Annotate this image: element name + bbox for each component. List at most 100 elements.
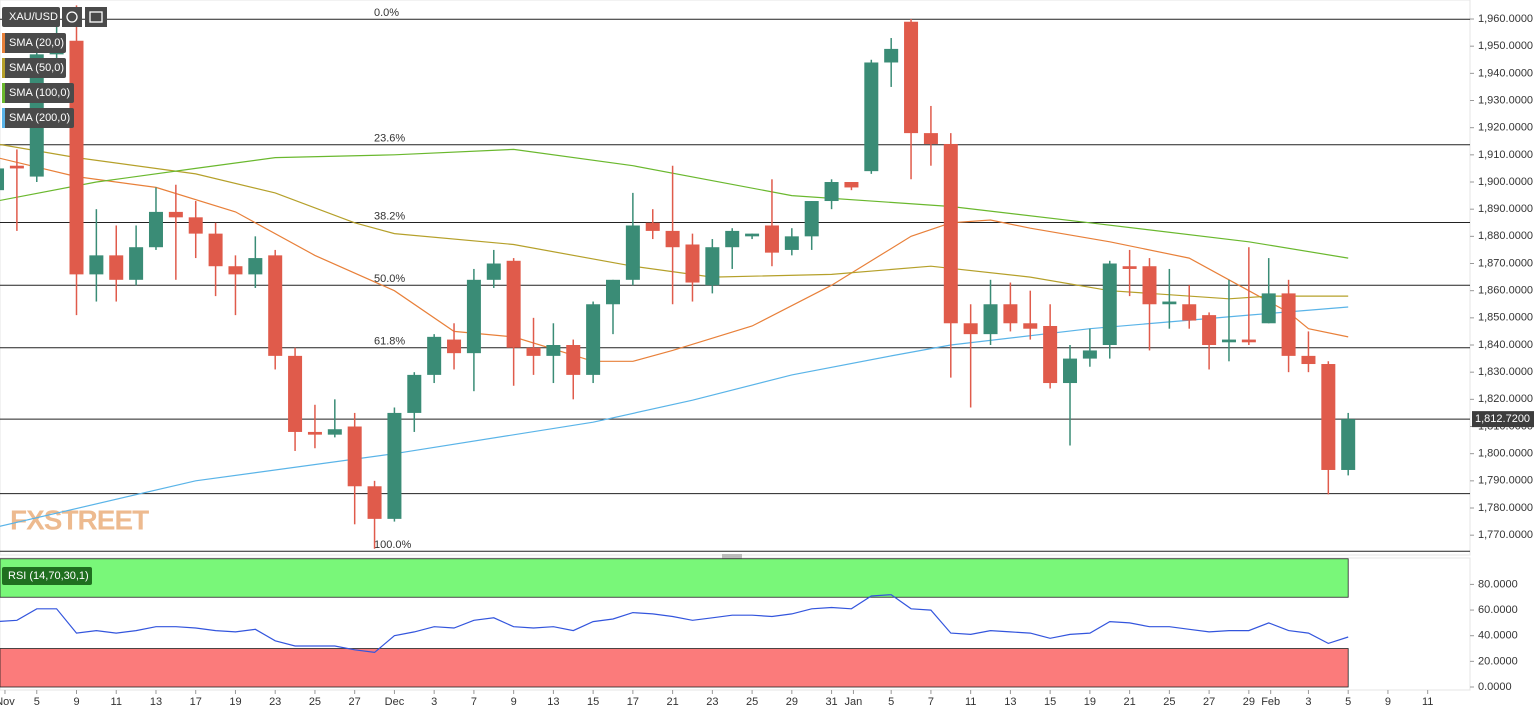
candle-body <box>427 336 442 375</box>
x-tick-label: 27 <box>1203 696 1215 708</box>
fib-label: 23.6% <box>374 133 405 145</box>
candle-body <box>824 182 839 202</box>
x-tick-label: 5 <box>34 696 40 708</box>
settings-button[interactable] <box>85 7 107 27</box>
candle-body <box>1102 263 1117 346</box>
legend-label-bg <box>2 58 66 78</box>
candle-body <box>268 255 283 356</box>
candle-body <box>288 355 303 432</box>
rsi-zone <box>0 558 1349 598</box>
y-tick-label: 1,840.0000 <box>1478 339 1533 351</box>
x-tick-label: 5 <box>888 696 894 708</box>
x-tick-label: 27 <box>349 696 361 708</box>
main-plot: FXSTREET 0.0% 23.6% 38.2% 50.0% 61.8% 100.0% <box>0 5 1470 552</box>
fib-label: 100.0% <box>374 539 412 551</box>
y-tick-label: 80.0000 <box>1478 578 1518 590</box>
candle-body <box>1261 293 1276 324</box>
x-tick-label: 15 <box>587 696 599 708</box>
candle-body <box>367 486 382 519</box>
x-tick-label: Nov <box>0 696 15 708</box>
x-tick-label: 19 <box>229 696 241 708</box>
y-tick-label: 20.0000 <box>1478 655 1518 667</box>
candle-body <box>844 182 859 188</box>
x-tick-label: 23 <box>706 696 718 708</box>
x-tick-label: 21 <box>666 696 678 708</box>
candle-body <box>923 133 938 144</box>
x-tick-label: 7 <box>471 696 477 708</box>
rsi-line <box>0 594 1349 654</box>
candle-body <box>129 247 144 280</box>
y-tick-label: 1,770.0000 <box>1478 529 1533 541</box>
rsi-title: RSI (14,70,30,1) <box>8 570 89 582</box>
candle-body <box>864 62 879 172</box>
candle-body <box>566 345 581 375</box>
legend-label: SMA (50,0) <box>9 62 64 74</box>
candle-body <box>228 266 243 275</box>
legend-label-bg <box>2 33 66 53</box>
y-tick-label: 1,950.0000 <box>1478 40 1533 52</box>
y-tick-label: 1,830.0000 <box>1478 366 1533 378</box>
candle-body <box>1301 355 1316 365</box>
sma-line <box>0 157 1349 362</box>
panel-handle[interactable] <box>722 554 742 559</box>
y-tick-label: 1,780.0000 <box>1478 502 1533 514</box>
x-tick-label: 19 <box>1084 696 1096 708</box>
fib-label: 0.0% <box>374 7 399 19</box>
x-tick-label: 23 <box>269 696 281 708</box>
candle-body <box>546 345 561 356</box>
x-tick-label: 29 <box>786 696 798 708</box>
sma-line <box>0 306 1349 527</box>
fib-label: 50.0% <box>374 273 405 285</box>
candle-body <box>943 143 958 324</box>
refresh-button[interactable] <box>62 7 82 27</box>
candle-body <box>486 263 501 280</box>
candle-body <box>1341 419 1356 470</box>
x-tick-label: 9 <box>511 696 517 708</box>
y-tick-label: 1,850.0000 <box>1478 312 1533 324</box>
y-tick-label: 1,790.0000 <box>1478 475 1533 487</box>
x-tick-label: 15 <box>1044 696 1056 708</box>
x-tick-label: Jan <box>845 696 863 708</box>
x-tick-label: 11 <box>1422 696 1433 708</box>
candle-body <box>89 255 104 275</box>
candle-body <box>1182 304 1197 321</box>
x-tick-label: 25 <box>309 696 321 708</box>
legend-label-bg <box>2 108 74 128</box>
candle-body <box>1122 266 1137 269</box>
x-tick-label: Feb <box>1261 696 1280 708</box>
candle-body <box>725 230 740 248</box>
x-tick-label: 31 <box>825 696 837 708</box>
candle-body <box>526 347 541 356</box>
y-tick-label: 1,900.0000 <box>1478 176 1533 188</box>
y-tick-label: 1,960.0000 <box>1478 13 1533 25</box>
candle-body <box>1241 339 1256 343</box>
candle-body <box>665 230 680 248</box>
y-tick-label: 1,870.0000 <box>1478 257 1533 269</box>
settings-icon <box>89 11 103 23</box>
y-tick-label: 1,800.0000 <box>1478 448 1533 460</box>
candle-body <box>1082 350 1097 359</box>
candle-body <box>645 222 660 231</box>
candle-body <box>1281 293 1296 356</box>
x-tick-label: 3 <box>431 696 437 708</box>
legend-label: SMA (100,0) <box>9 87 70 99</box>
rsi-title-bg <box>2 567 92 585</box>
x-tick-label: 13 <box>547 696 559 708</box>
legend-label-swatch <box>2 33 5 53</box>
x-tick-label: 17 <box>190 696 202 708</box>
candle-body <box>625 225 640 280</box>
last-price-label: 1,812.7200 <box>1475 413 1530 425</box>
x-tick-label: 11 <box>965 696 976 708</box>
x-tick-label: 3 <box>1305 696 1311 708</box>
rsi-zone <box>0 648 1349 688</box>
candle-body <box>69 40 84 275</box>
candle-body <box>109 255 124 280</box>
legend-label-swatch <box>2 108 5 128</box>
x-tick-label: 9 <box>73 696 79 708</box>
candle-body <box>248 258 263 275</box>
x-tick-label: 7 <box>928 696 934 708</box>
candle-body <box>1023 323 1038 329</box>
rsi-plot <box>0 558 1349 688</box>
candle-body <box>705 247 720 286</box>
